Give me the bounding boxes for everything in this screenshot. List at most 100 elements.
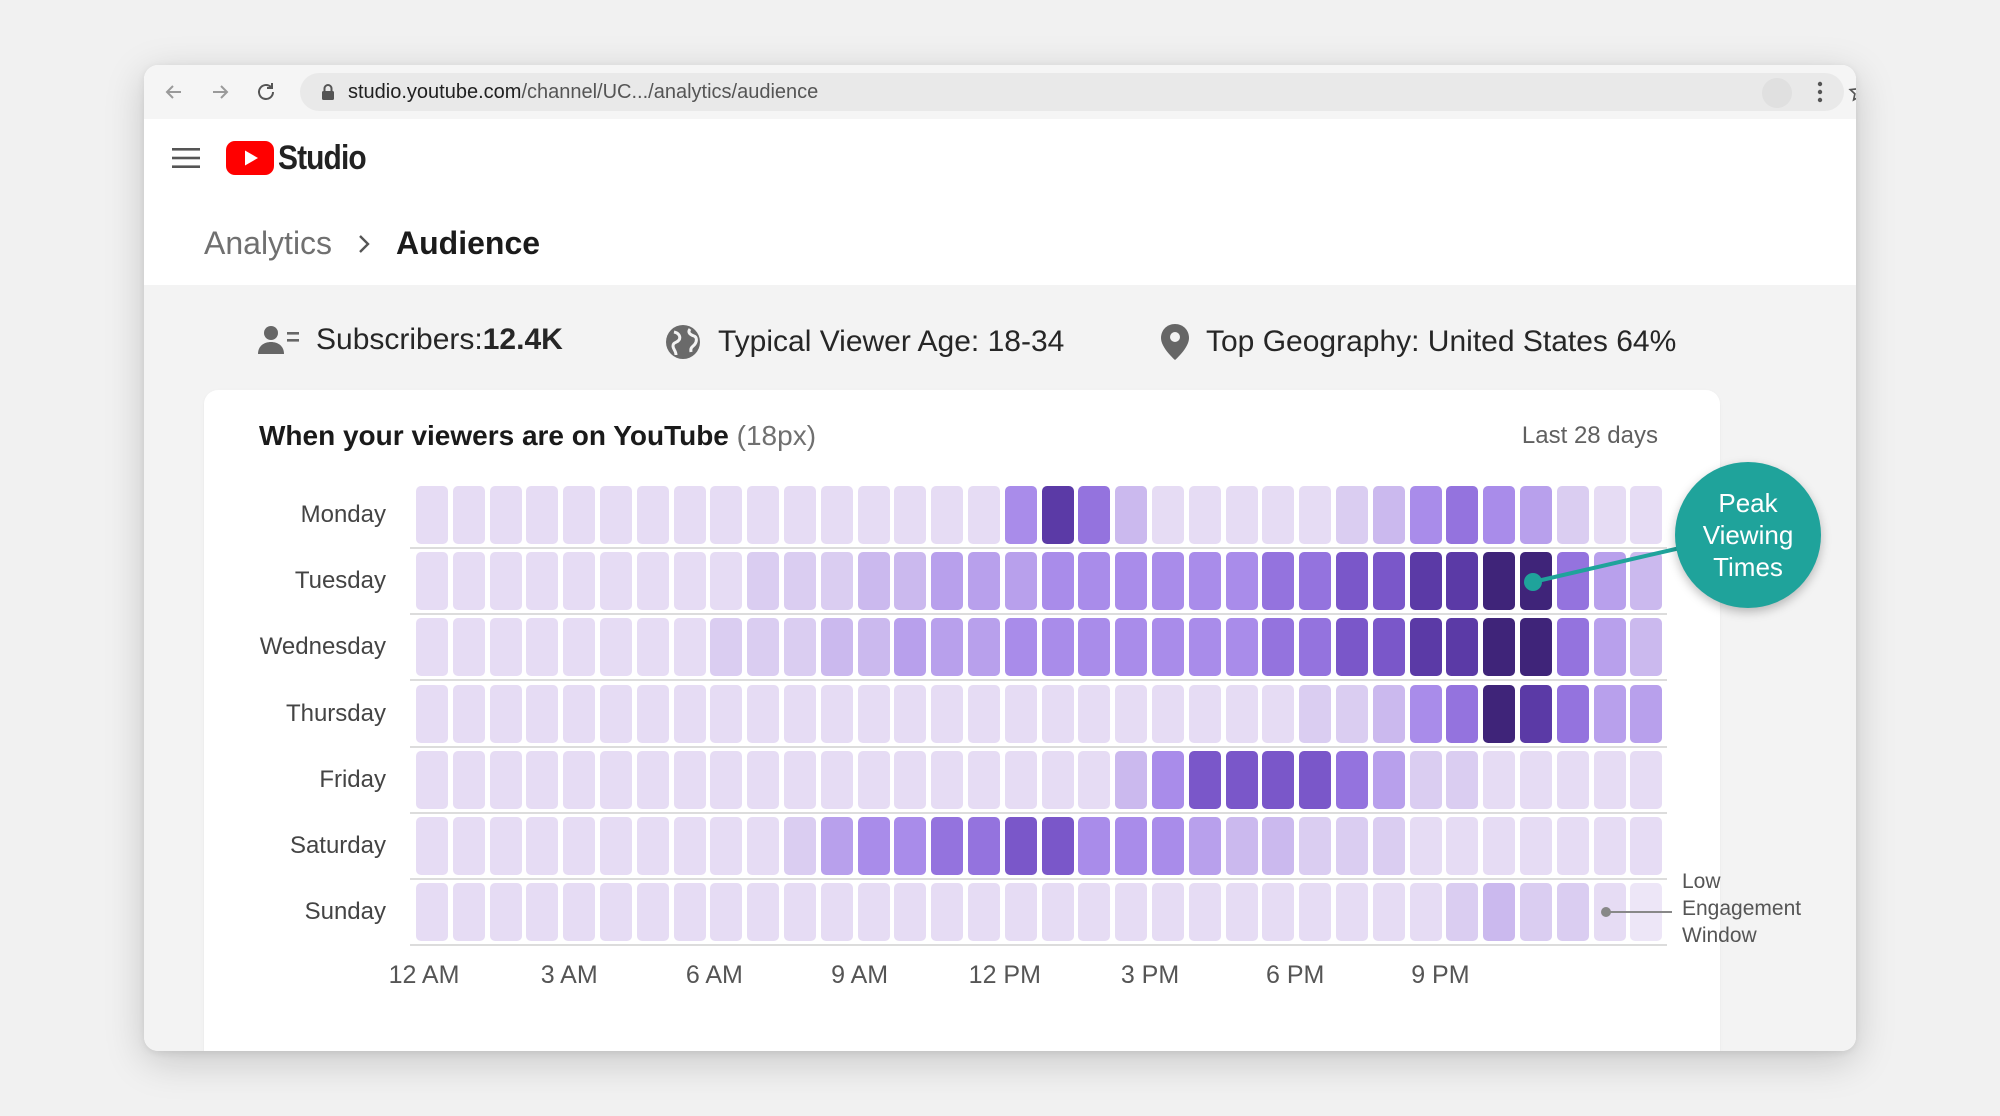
heatmap-cell[interactable] bbox=[1299, 684, 1332, 743]
heatmap-cell[interactable] bbox=[1520, 684, 1552, 743]
heatmap-cell[interactable] bbox=[1630, 750, 1663, 809]
heatmap-cell[interactable] bbox=[1078, 684, 1111, 743]
heatmap-cell[interactable] bbox=[820, 817, 853, 875]
heatmap-cell[interactable] bbox=[489, 817, 522, 875]
heatmap-cell[interactable] bbox=[526, 750, 559, 809]
heatmap-cell[interactable] bbox=[636, 684, 669, 743]
heatmap-cell[interactable] bbox=[1630, 552, 1663, 611]
heatmap-cell[interactable] bbox=[1004, 750, 1037, 809]
heatmap-cell[interactable] bbox=[931, 750, 964, 809]
heatmap-cell[interactable] bbox=[747, 750, 780, 809]
heatmap-cell[interactable] bbox=[452, 684, 485, 743]
heatmap-cell[interactable] bbox=[1041, 552, 1074, 611]
heatmap-cell[interactable] bbox=[820, 883, 853, 942]
heatmap-cell[interactable] bbox=[1152, 552, 1184, 611]
heatmap-cell[interactable] bbox=[600, 618, 632, 677]
heatmap-cell[interactable] bbox=[784, 883, 816, 942]
heatmap-cell[interactable] bbox=[416, 750, 448, 809]
heatmap-cell[interactable] bbox=[1188, 486, 1221, 544]
heatmap-cell[interactable] bbox=[1446, 486, 1479, 544]
heatmap-cell[interactable] bbox=[526, 618, 559, 677]
heatmap-cell[interactable] bbox=[1115, 817, 1148, 875]
heatmap-cell[interactable] bbox=[1262, 817, 1295, 875]
heatmap-cell[interactable] bbox=[1556, 552, 1589, 611]
heatmap-cell[interactable] bbox=[1409, 883, 1442, 942]
heatmap-cell[interactable] bbox=[968, 486, 1000, 544]
heatmap-cell[interactable] bbox=[452, 618, 485, 677]
heatmap-cell[interactable] bbox=[1446, 750, 1479, 809]
heatmap-cell[interactable] bbox=[1225, 684, 1258, 743]
heatmap-cell[interactable] bbox=[857, 618, 890, 677]
heatmap-cell[interactable] bbox=[710, 883, 743, 942]
breadcrumb-analytics[interactable]: Analytics bbox=[204, 225, 333, 261]
heatmap-cell[interactable] bbox=[1520, 883, 1552, 942]
heatmap-cell[interactable] bbox=[1262, 750, 1295, 809]
heatmap-cell[interactable] bbox=[1520, 552, 1552, 611]
heatmap-cell[interactable] bbox=[857, 684, 890, 743]
heatmap-cell[interactable] bbox=[1152, 684, 1184, 743]
heatmap-cell[interactable] bbox=[636, 552, 669, 611]
heatmap-cell[interactable] bbox=[1520, 750, 1552, 809]
heatmap-cell[interactable] bbox=[563, 883, 596, 942]
heatmap-cell[interactable] bbox=[563, 618, 596, 677]
heatmap-cell[interactable] bbox=[636, 883, 669, 942]
profile-avatar[interactable] bbox=[1762, 78, 1792, 108]
heatmap-cell[interactable] bbox=[968, 684, 1000, 743]
heatmap-cell[interactable] bbox=[1520, 486, 1552, 544]
heatmap-cell[interactable] bbox=[1004, 817, 1037, 875]
heatmap-cell[interactable] bbox=[1556, 684, 1589, 743]
heatmap-cell[interactable] bbox=[931, 817, 964, 875]
heatmap-cell[interactable] bbox=[526, 684, 559, 743]
heatmap-cell[interactable] bbox=[489, 618, 522, 677]
heatmap-cell[interactable] bbox=[1372, 883, 1405, 942]
heatmap-cell[interactable] bbox=[1336, 552, 1368, 611]
heatmap-cell[interactable] bbox=[1152, 486, 1184, 544]
heatmap-cell[interactable] bbox=[1041, 618, 1074, 677]
heatmap-cell[interactable] bbox=[1336, 486, 1368, 544]
heatmap-cell[interactable] bbox=[1225, 817, 1258, 875]
heatmap-cell[interactable] bbox=[563, 684, 596, 743]
heatmap-cell[interactable] bbox=[931, 618, 964, 677]
date-range-label[interactable]: Last 28 days bbox=[1521, 422, 1658, 449]
heatmap-cell[interactable] bbox=[747, 883, 780, 942]
heatmap-cell[interactable] bbox=[710, 552, 743, 611]
heatmap-cell[interactable] bbox=[1483, 750, 1516, 809]
heatmap-cell[interactable] bbox=[1004, 883, 1037, 942]
heatmap-cell[interactable] bbox=[784, 552, 816, 611]
heatmap-cell[interactable] bbox=[1078, 883, 1111, 942]
heatmap-cell[interactable] bbox=[1078, 618, 1111, 677]
heatmap-cell[interactable] bbox=[452, 486, 485, 544]
heatmap-cell[interactable] bbox=[894, 750, 927, 809]
heatmap-cell[interactable] bbox=[489, 486, 522, 544]
heatmap-cell[interactable] bbox=[1188, 552, 1221, 611]
heatmap-cell[interactable] bbox=[1556, 486, 1589, 544]
heatmap-cell[interactable] bbox=[1188, 684, 1221, 743]
heatmap-cell[interactable] bbox=[673, 750, 706, 809]
heatmap-cell[interactable] bbox=[1225, 486, 1258, 544]
heatmap-cell[interactable] bbox=[1446, 618, 1479, 677]
heatmap-cell[interactable] bbox=[1556, 750, 1589, 809]
heatmap-cell[interactable] bbox=[968, 750, 1000, 809]
heatmap-cell[interactable] bbox=[1004, 486, 1037, 544]
heatmap-cell[interactable] bbox=[1409, 750, 1442, 809]
heatmap-cell[interactable] bbox=[1336, 618, 1368, 677]
heatmap-cell[interactable] bbox=[600, 883, 632, 942]
heatmap-cell[interactable] bbox=[784, 684, 816, 743]
heatmap-cell[interactable] bbox=[968, 883, 1000, 942]
heatmap-cell[interactable] bbox=[1078, 552, 1111, 611]
back-arrow-icon[interactable] bbox=[160, 78, 188, 106]
heatmap-cell[interactable] bbox=[1225, 883, 1258, 942]
heatmap-cell[interactable] bbox=[857, 552, 890, 611]
heatmap-cell[interactable] bbox=[747, 552, 780, 611]
heatmap-cell[interactable] bbox=[489, 750, 522, 809]
heatmap-cell[interactable] bbox=[1593, 817, 1626, 875]
heatmap-cell[interactable] bbox=[1225, 552, 1258, 611]
heatmap-cell[interactable] bbox=[1556, 817, 1589, 875]
heatmap-cell[interactable] bbox=[600, 684, 632, 743]
heatmap-cell[interactable] bbox=[784, 750, 816, 809]
heatmap-cell[interactable] bbox=[563, 552, 596, 611]
heatmap-cell[interactable] bbox=[1299, 486, 1332, 544]
heatmap-cell[interactable] bbox=[1004, 552, 1037, 611]
heatmap-cell[interactable] bbox=[968, 817, 1000, 875]
heatmap-cell[interactable] bbox=[857, 817, 890, 875]
